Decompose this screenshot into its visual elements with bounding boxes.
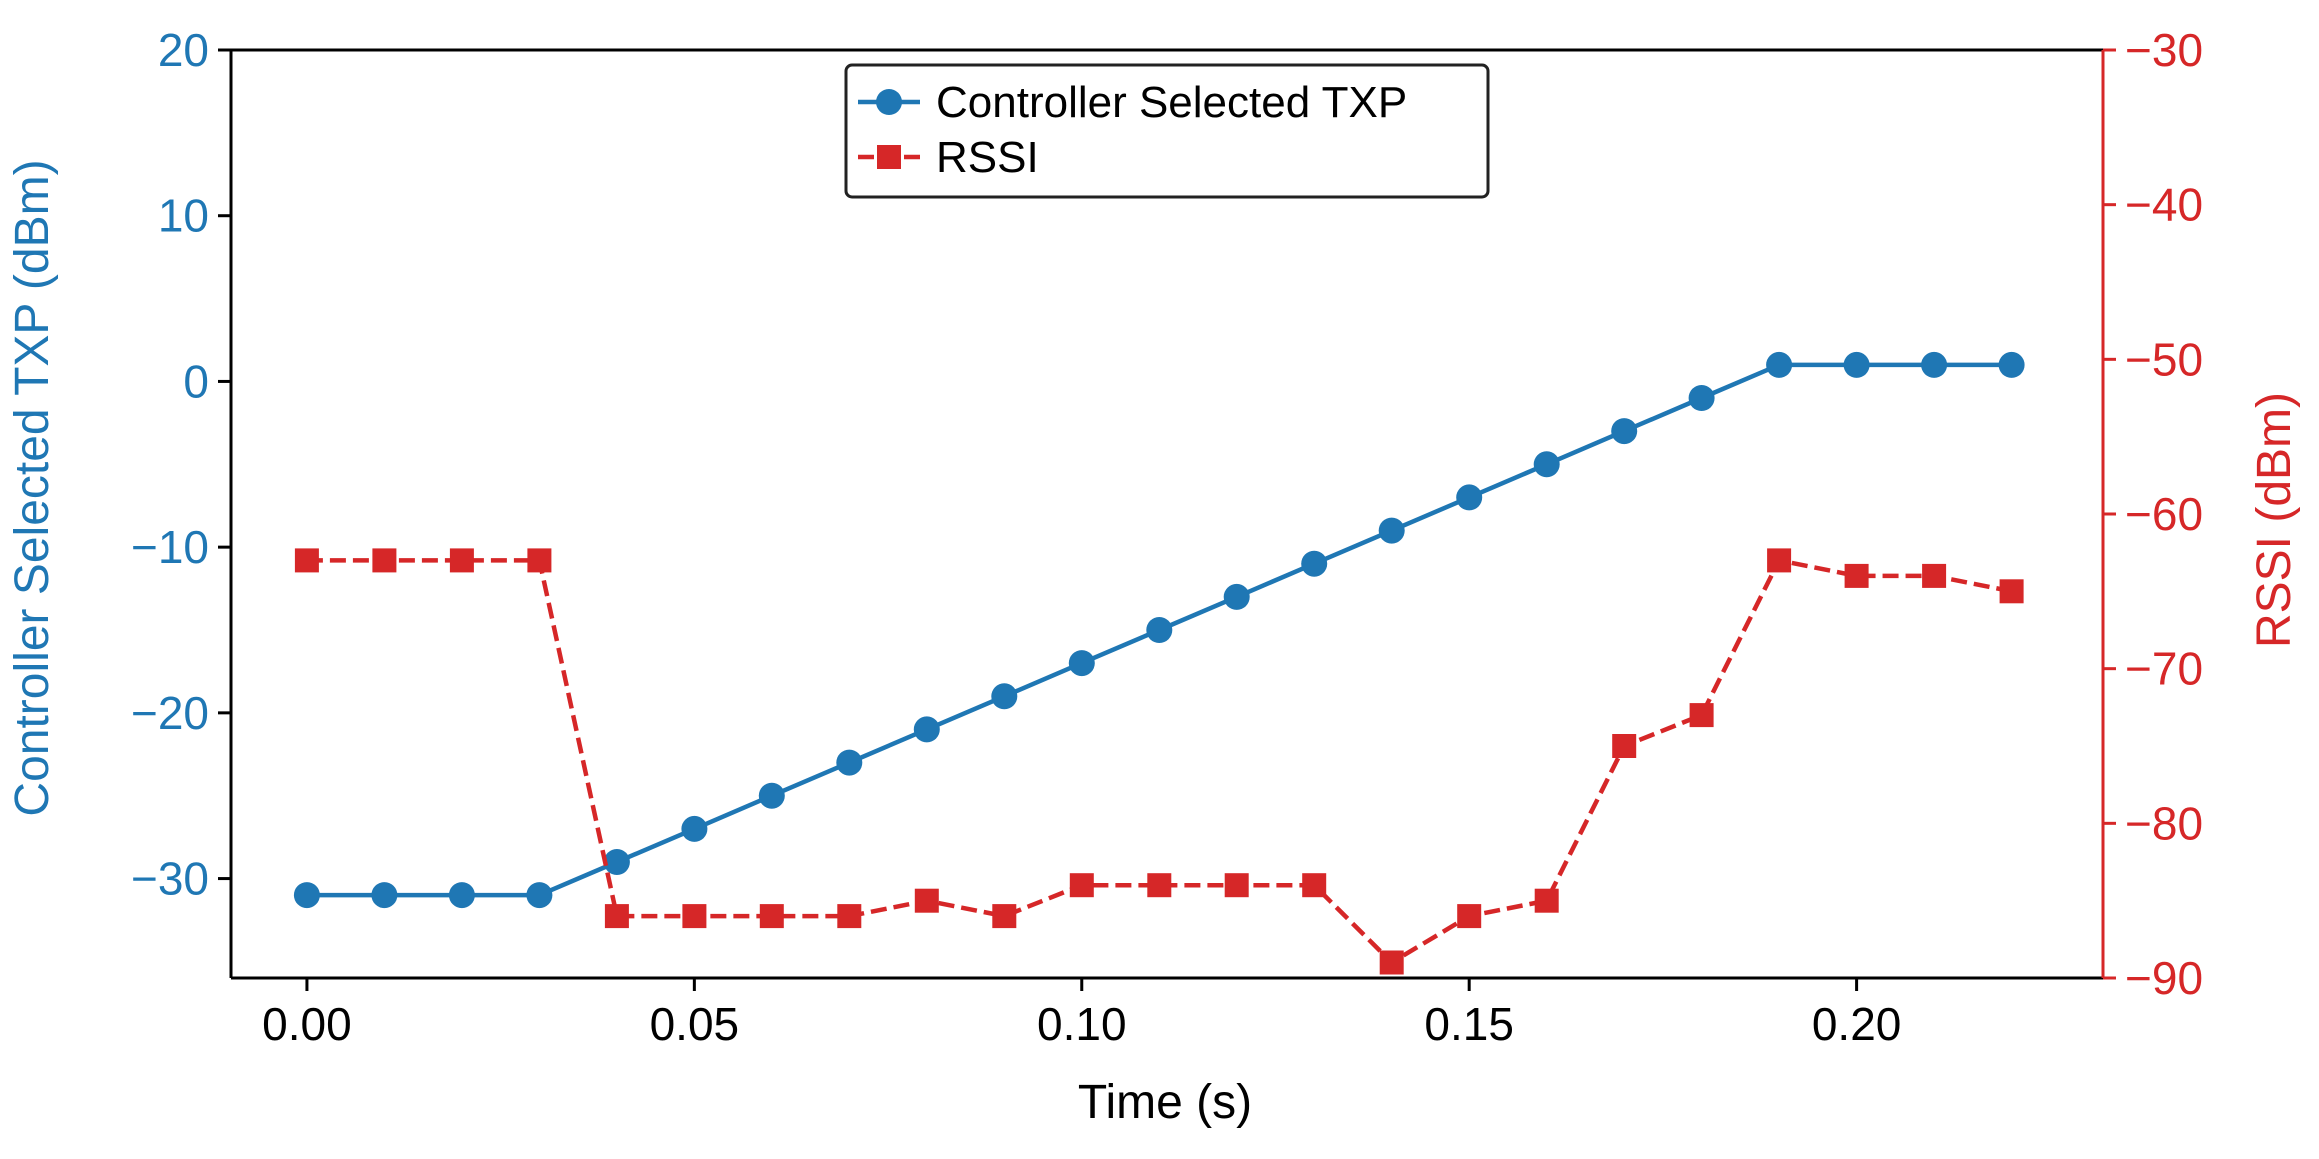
y-tick-label: −10 — [131, 521, 209, 573]
data-point-controller-selected-txp — [603, 849, 630, 875]
y2-tick-label: −60 — [2125, 488, 2203, 540]
legend-marker-rssi — [877, 145, 901, 169]
data-point-controller-selected-txp — [991, 683, 1018, 710]
data-point-rssi — [682, 904, 707, 929]
legend-marker-txp — [876, 89, 902, 115]
legend-label-txp: Controller Selected TXP — [936, 78, 1407, 127]
data-point-controller-selected-txp — [526, 882, 553, 909]
x-axis-title: Time (s) — [1078, 1076, 1252, 1129]
y-tick-label: 0 — [183, 355, 209, 407]
data-point-controller-selected-txp — [293, 882, 320, 909]
data-point-controller-selected-txp — [758, 782, 785, 809]
data-point-controller-selected-txp — [1378, 517, 1405, 544]
data-point-rssi — [1302, 873, 1327, 898]
y2-tick-label: −30 — [2125, 24, 2203, 76]
data-point-rssi — [1922, 563, 1947, 588]
y-tick-label: 10 — [158, 190, 209, 242]
y-tick-label: 20 — [158, 24, 209, 76]
series-line-rssi — [306, 558, 2013, 965]
data-point-controller-selected-txp — [1843, 351, 1870, 378]
y2-tick-label: −90 — [2125, 952, 2203, 1004]
data-point-controller-selected-txp — [1456, 484, 1483, 511]
data-point-controller-selected-txp — [1611, 418, 1638, 445]
data-point-rssi — [1147, 873, 1172, 898]
legend-box — [844, 63, 1490, 199]
data-point-controller-selected-txp — [448, 882, 475, 909]
x-tick-label: 0.20 — [1812, 998, 1902, 1050]
y-axis-title: Controller Selected TXP (dBm) — [6, 159, 59, 816]
y2-tick-label: −80 — [2125, 797, 2203, 849]
data-point-rssi — [1534, 888, 1559, 913]
data-point-controller-selected-txp — [1223, 583, 1250, 610]
data-point-controller-selected-txp — [1146, 617, 1173, 643]
x-tick-label: 0.00 — [262, 998, 352, 1050]
y-tick-label: −30 — [131, 853, 209, 905]
data-point-controller-selected-txp — [1766, 351, 1793, 378]
data-point-controller-selected-txp — [371, 882, 398, 909]
legend: Controller Selected TXP RSSI — [844, 63, 1490, 199]
data-point-rssi — [1999, 579, 2024, 604]
y2-tick-label: −40 — [2125, 179, 2203, 231]
data-point-rssi — [837, 904, 862, 929]
data-point-rssi — [914, 888, 939, 913]
data-point-rssi — [1379, 950, 1404, 975]
data-point-rssi — [1069, 873, 1094, 898]
data-point-rssi — [992, 904, 1017, 929]
y2-tick-label: −50 — [2125, 333, 2203, 385]
data-point-controller-selected-txp — [1921, 351, 1948, 378]
data-point-rssi — [1689, 703, 1714, 728]
data-point-rssi — [1224, 873, 1249, 898]
data-point-rssi — [1457, 904, 1482, 929]
data-point-controller-selected-txp — [1998, 351, 2025, 378]
data-point-controller-selected-txp — [913, 716, 940, 743]
axis-layer: 0.00 0.05 0.10 0.15 0.20 20 10 0 −10 −20 −30 −30 −40… — [131, 24, 2203, 1050]
x-tick-label: 0.05 — [650, 998, 740, 1050]
data-point-rssi — [294, 548, 319, 573]
x-tick-label: 0.15 — [1424, 998, 1514, 1050]
legend-label-rssi: RSSI — [936, 133, 1039, 182]
data-point-rssi — [449, 548, 474, 573]
data-point-rssi — [604, 904, 629, 929]
y-tick-label: −20 — [131, 687, 209, 739]
data-point-rssi — [1767, 548, 1792, 573]
x-tick-label: 0.10 — [1037, 998, 1127, 1050]
data-point-rssi — [372, 548, 397, 573]
data-point-controller-selected-txp — [1688, 385, 1715, 411]
data-point-controller-selected-txp — [1301, 550, 1328, 577]
y2-axis-title: RSSI (dBm) — [2248, 392, 2301, 648]
data-point-controller-selected-txp — [681, 815, 708, 842]
data-point-controller-selected-txp — [1068, 650, 1095, 677]
plot-layer — [293, 351, 2025, 975]
data-point-rssi — [527, 548, 552, 573]
data-point-controller-selected-txp — [1533, 451, 1560, 478]
data-point-controller-selected-txp — [836, 749, 863, 776]
data-point-rssi — [1844, 563, 1869, 588]
y2-tick-label: −70 — [2125, 643, 2203, 695]
data-point-rssi — [1612, 734, 1637, 758]
data-point-rssi — [759, 904, 784, 929]
